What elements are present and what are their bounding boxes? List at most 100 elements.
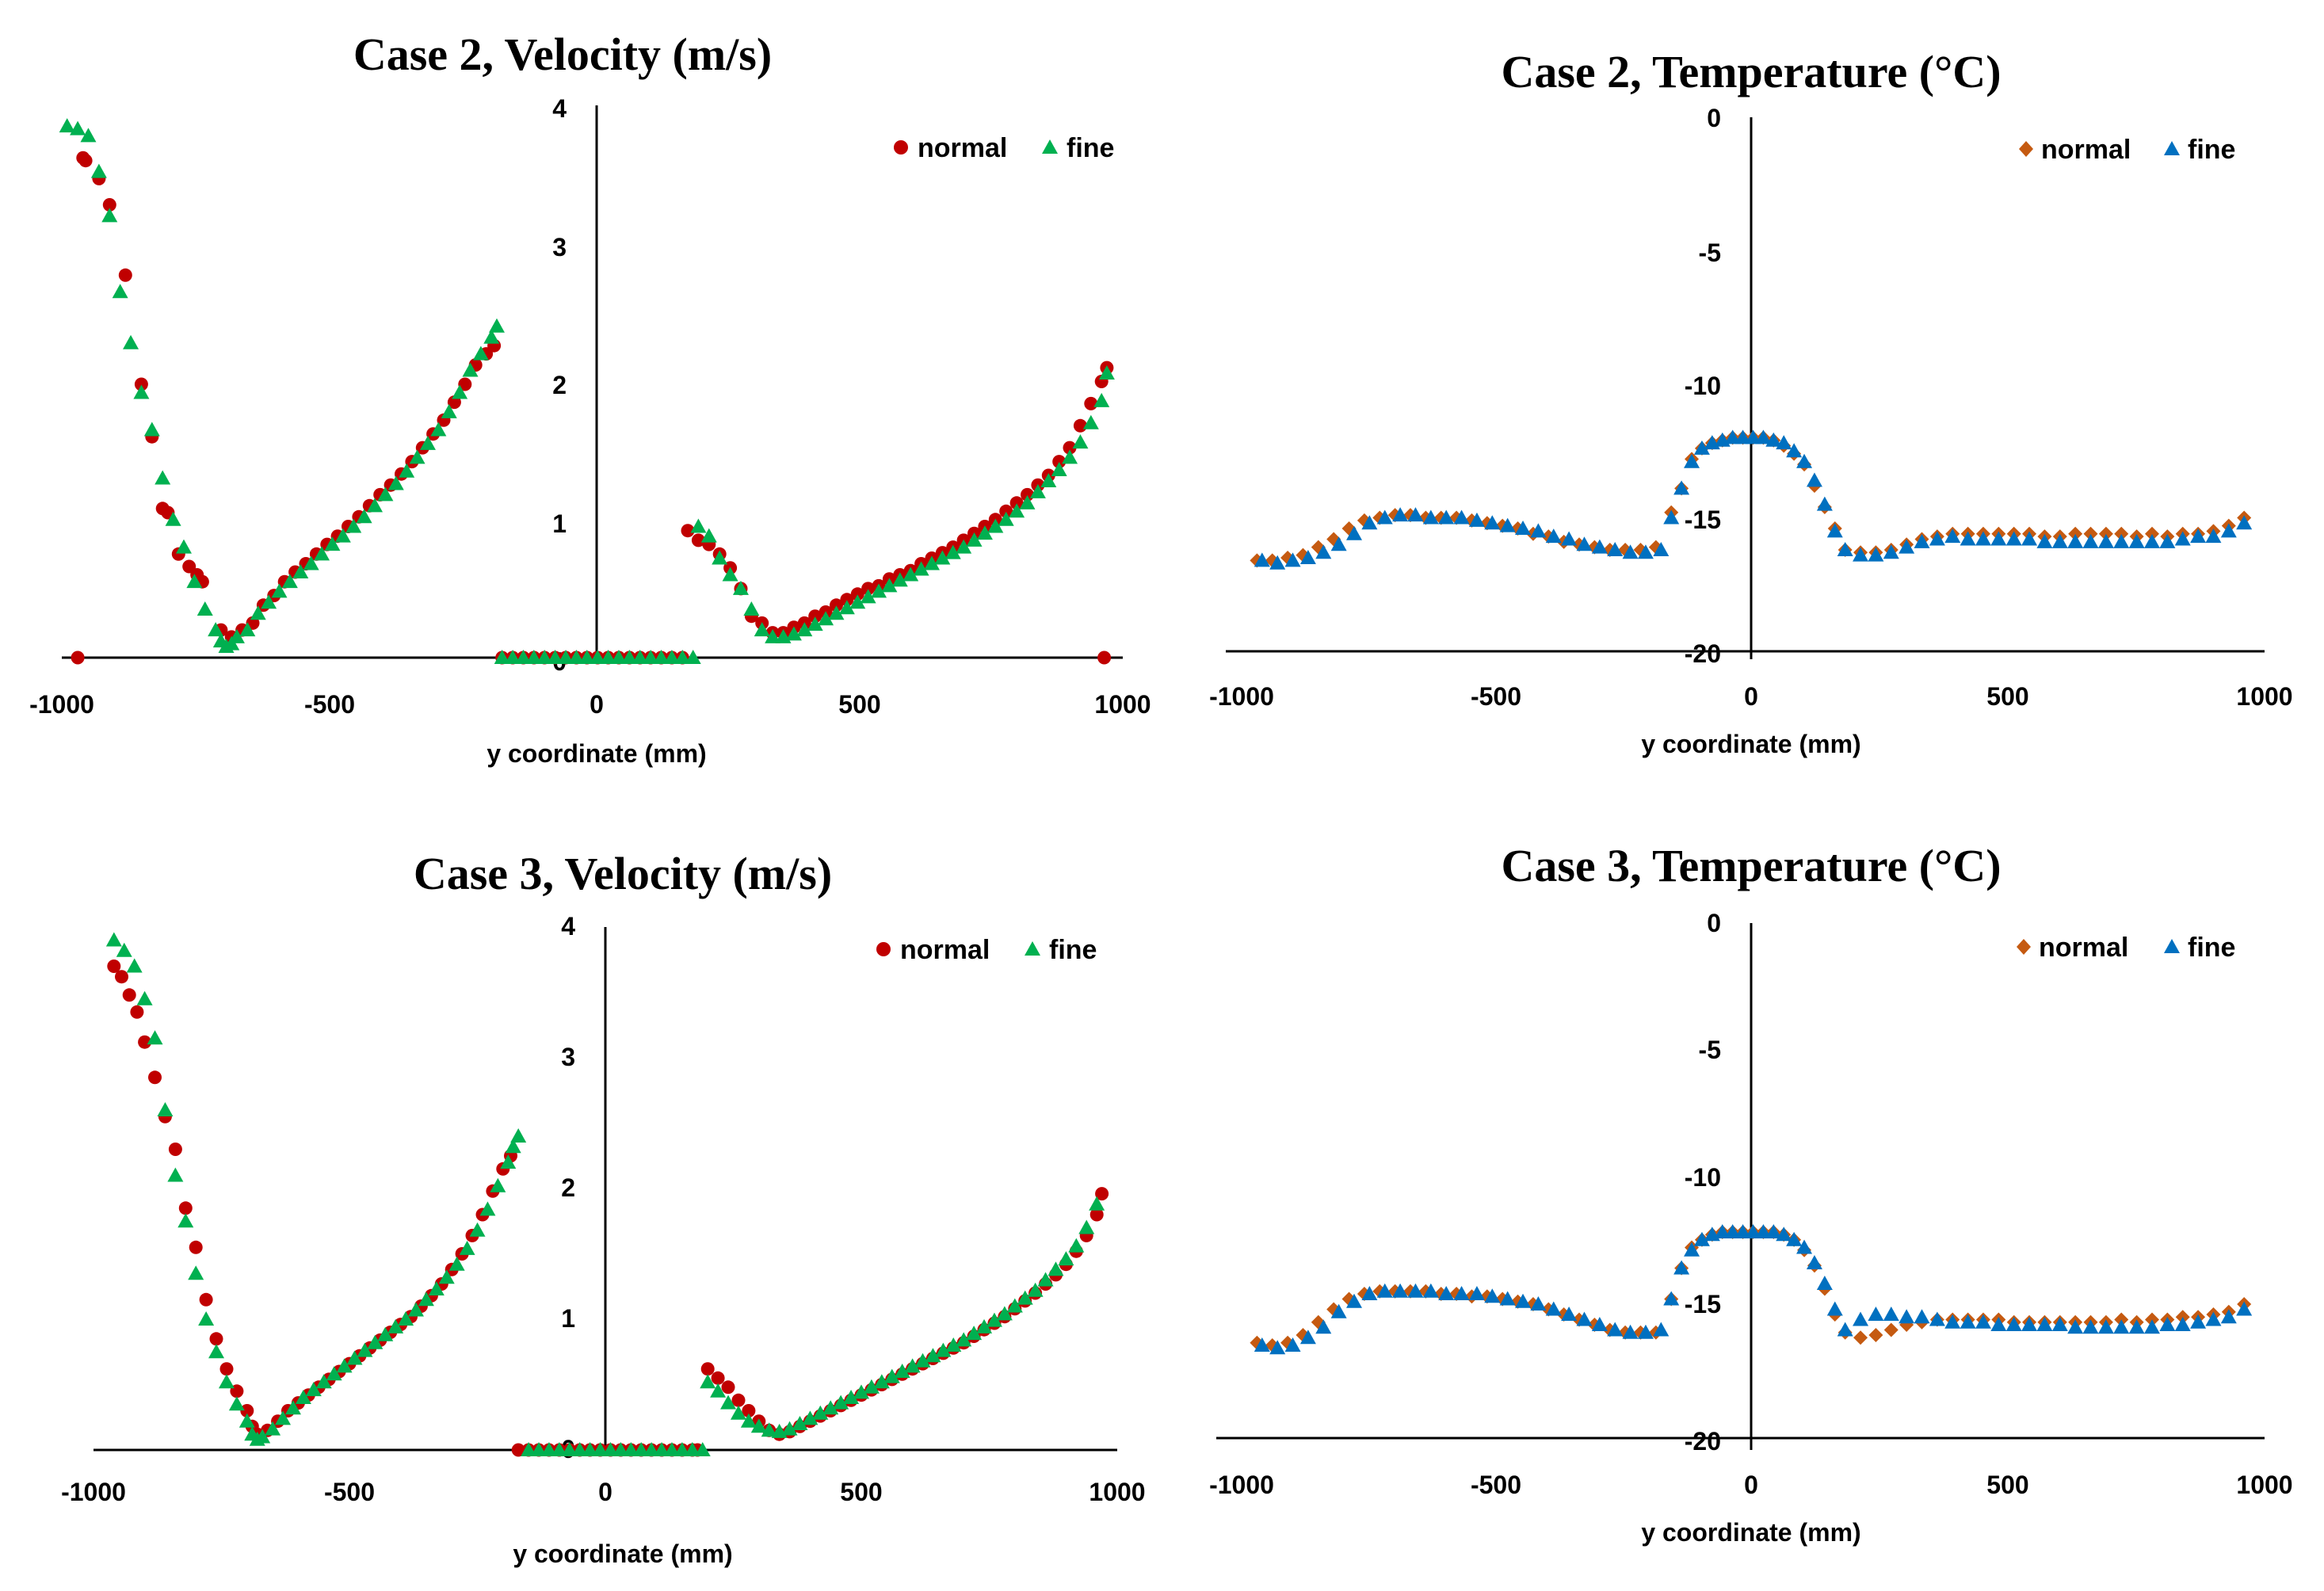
data-point-fine xyxy=(1330,1303,1347,1318)
data-point-fine xyxy=(1796,1239,1813,1254)
data-point-fine xyxy=(1576,1311,1593,1326)
data-point-fine xyxy=(1607,541,1624,556)
legend-marker-normal xyxy=(894,140,908,155)
data-point-normal xyxy=(78,154,93,168)
data-point-fine xyxy=(367,1334,384,1349)
data-point-fine xyxy=(828,605,845,620)
data-point-fine xyxy=(1082,414,1099,429)
data-point-normal xyxy=(122,988,136,1002)
data-point-fine xyxy=(59,118,75,133)
data-point-fine xyxy=(785,626,802,641)
data-point-fine xyxy=(505,1139,521,1154)
x-axis-label: y coordinate (mm) xyxy=(487,739,706,768)
data-point-fine xyxy=(956,539,972,554)
data-point-fine xyxy=(571,1442,588,1456)
plot-marks xyxy=(59,118,1115,665)
data-point-normal xyxy=(681,524,695,538)
data-point-fine xyxy=(1072,434,1089,449)
plot-marks xyxy=(1250,429,2253,570)
data-point-fine xyxy=(602,1442,619,1456)
data-point-fine xyxy=(218,1374,235,1389)
data-point-fine xyxy=(2113,533,2130,548)
chart-title: Case 2, Temperature (°C) xyxy=(1501,46,2001,97)
data-point-fine xyxy=(1299,1330,1316,1345)
data-point-fine xyxy=(1407,1283,1424,1298)
data-point-fine xyxy=(261,594,277,609)
legend-marker-normal xyxy=(876,942,891,956)
data-point-fine xyxy=(1040,472,1057,487)
data-point-fine xyxy=(1346,525,1363,540)
data-point-fine xyxy=(1545,528,1562,544)
data-point-fine xyxy=(674,650,691,664)
data-point-fine xyxy=(157,1102,174,1116)
data-point-fine xyxy=(1816,496,1833,511)
data-point-fine xyxy=(1006,1298,1023,1313)
data-point-normal xyxy=(511,1443,525,1457)
data-point-fine xyxy=(1853,1311,1869,1326)
data-point-fine xyxy=(754,622,770,637)
data-point-fine xyxy=(2036,1317,2053,1331)
data-point-fine xyxy=(2220,523,2237,538)
data-point-fine xyxy=(1776,435,1792,450)
data-point-normal xyxy=(691,533,705,548)
data-point-fine xyxy=(1407,507,1424,522)
data-point-fine xyxy=(1515,520,1532,535)
data-point-fine xyxy=(1653,1322,1670,1337)
data-point-fine xyxy=(700,528,717,543)
data-point-fine xyxy=(873,1374,890,1389)
data-point-normal xyxy=(189,1240,203,1254)
data-point-fine xyxy=(155,470,171,485)
data-point-fine xyxy=(925,1348,941,1363)
data-point-fine xyxy=(2128,1319,2145,1334)
data-point-fine xyxy=(1576,536,1593,551)
data-point-fine xyxy=(1051,462,1067,477)
data-point-fine xyxy=(469,1222,486,1237)
data-point-normal xyxy=(1009,496,1024,510)
series-fine xyxy=(1254,1224,2253,1355)
data-point-fine xyxy=(536,650,553,664)
data-point-normal xyxy=(134,377,148,391)
data-point-fine xyxy=(305,1382,322,1397)
data-point-fine xyxy=(1755,1224,1772,1238)
series-fine xyxy=(105,932,1105,1456)
data-point-fine xyxy=(459,1240,475,1255)
data-point-fine xyxy=(80,128,97,143)
y-tick-label: 2 xyxy=(552,371,567,399)
data-point-fine xyxy=(430,422,447,437)
data-point-fine xyxy=(2174,531,2191,546)
x-axis-label: y coordinate (mm) xyxy=(1641,730,1860,758)
data-point-normal xyxy=(168,1143,182,1156)
data-point-fine xyxy=(1826,1301,1843,1316)
data-point-normal xyxy=(2098,526,2113,541)
data-point-fine xyxy=(996,1306,1013,1321)
data-point-fine xyxy=(1622,1324,1639,1339)
data-point-normal xyxy=(71,651,85,665)
data-point-fine xyxy=(1637,544,1654,559)
data-point-fine xyxy=(838,600,855,615)
data-point-fine xyxy=(2021,1317,2038,1331)
data-point-fine xyxy=(418,1291,434,1307)
data-point-fine xyxy=(1745,429,1761,444)
data-point-fine xyxy=(1684,1242,1700,1257)
data-point-fine xyxy=(2036,533,2053,548)
data-point-fine xyxy=(966,532,983,547)
data-point-normal xyxy=(840,593,854,607)
data-point-fine xyxy=(1484,515,1501,530)
data-point-fine xyxy=(883,1368,900,1383)
data-point-fine xyxy=(1098,365,1115,380)
y-tick-label: -5 xyxy=(1699,1036,1721,1064)
data-point-fine xyxy=(1330,536,1347,551)
data-point-fine xyxy=(612,1442,629,1456)
data-point-fine xyxy=(1975,531,1991,546)
data-point-fine xyxy=(165,511,181,526)
data-point-fine xyxy=(452,384,468,399)
data-point-fine xyxy=(531,1442,548,1456)
x-tick-label: -500 xyxy=(1471,682,1521,711)
data-point-fine xyxy=(2190,528,2207,544)
data-point-fine xyxy=(643,650,659,664)
data-point-normal xyxy=(731,1393,746,1407)
data-point-normal xyxy=(107,960,121,973)
data-point-fine xyxy=(143,422,160,437)
data-point-fine xyxy=(1284,1337,1301,1352)
data-point-fine xyxy=(2097,1319,2114,1334)
